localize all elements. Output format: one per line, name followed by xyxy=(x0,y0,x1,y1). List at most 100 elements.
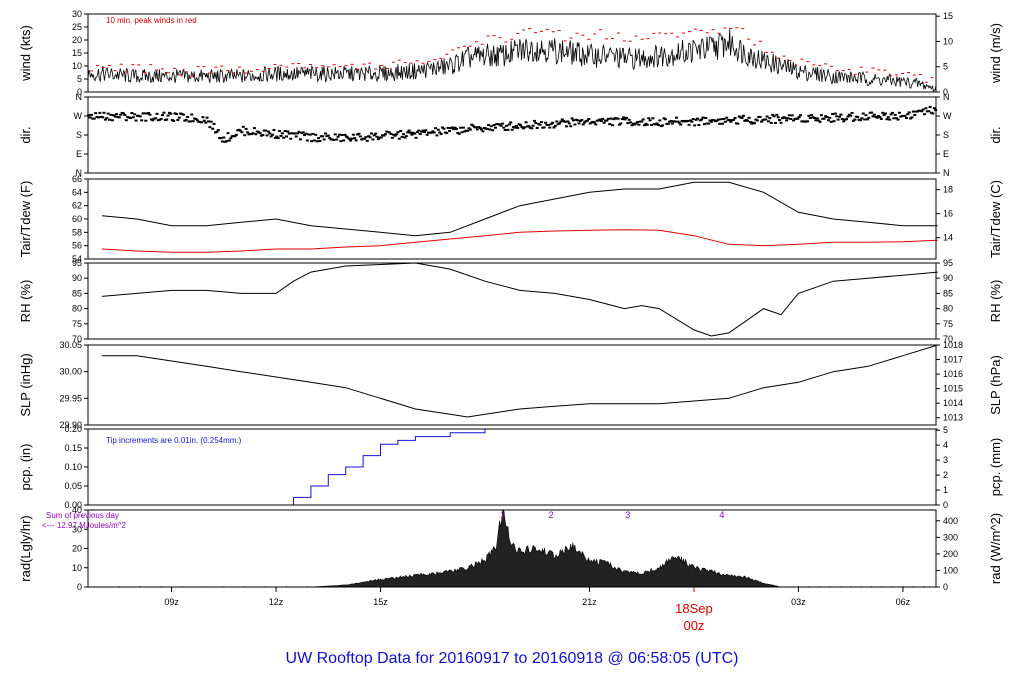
direction-mark xyxy=(303,134,307,137)
ytick-label-right: 90 xyxy=(943,273,953,283)
direction-mark xyxy=(893,113,897,116)
direction-mark xyxy=(351,133,355,136)
direction-mark xyxy=(415,131,419,134)
wind-annotation: 10 min. peak winds in red xyxy=(106,16,197,25)
ytick-label-left: 25 xyxy=(72,22,82,32)
ytick-label-right: 400 xyxy=(943,516,958,526)
ytick-label-left: 5 xyxy=(77,74,82,84)
direction-mark xyxy=(271,133,275,136)
wind-mean-series xyxy=(87,28,937,92)
xtick-label-12z: 12z xyxy=(269,597,284,607)
direction-mark xyxy=(467,127,471,130)
direction-mark xyxy=(322,138,326,141)
direction-mark xyxy=(828,116,832,119)
direction-mark xyxy=(166,114,170,117)
ytick-label-left: 10 xyxy=(72,563,82,573)
ytick-label-right: 1016 xyxy=(943,369,963,379)
ytick-label-left: 20 xyxy=(72,35,82,45)
direction-mark xyxy=(704,117,708,120)
direction-mark xyxy=(272,129,276,132)
direction-mark xyxy=(461,126,465,129)
direction-mark xyxy=(382,134,386,137)
direction-mark xyxy=(740,116,744,119)
ytick-label-right: 80 xyxy=(943,304,953,314)
ytick-label-left: 85 xyxy=(72,288,82,298)
direction-mark xyxy=(161,114,165,117)
direction-mark xyxy=(215,130,219,133)
direction-mark xyxy=(282,136,286,139)
direction-mark xyxy=(424,129,428,132)
direction-mark xyxy=(119,113,123,116)
ytick-label-right: 14 xyxy=(943,233,953,243)
direction-mark xyxy=(516,126,520,129)
direction-mark xyxy=(797,115,801,118)
direction-mark xyxy=(154,117,158,120)
direction-mark xyxy=(560,118,564,121)
precip-annotation: Tip increments are 0.01in. (0.254mm.) xyxy=(106,436,242,445)
ytick-label-left: 0 xyxy=(77,87,82,97)
ytick-label-left: 0 xyxy=(77,582,82,592)
radiation-marker-3: 3 xyxy=(625,510,630,520)
direction-mark xyxy=(768,117,772,120)
direction-mark xyxy=(491,129,495,132)
direction-mark xyxy=(910,116,914,119)
direction-mark xyxy=(655,122,659,125)
direction-mark xyxy=(509,121,513,124)
direction-mark xyxy=(709,120,713,123)
direction-mark xyxy=(264,129,268,132)
direction-mark xyxy=(583,121,587,124)
direction-mark xyxy=(670,122,674,125)
direction-mark xyxy=(833,112,837,115)
direction-mark xyxy=(826,119,830,122)
direction-mark xyxy=(897,111,901,114)
direction-mark xyxy=(641,118,645,121)
direction-mark xyxy=(851,119,855,122)
direction-mark xyxy=(578,119,582,122)
direction-mark xyxy=(648,119,652,122)
direction-mark xyxy=(191,120,195,123)
ytick-label-left: 66 xyxy=(72,174,82,184)
direction-mark xyxy=(532,119,536,122)
direction-mark xyxy=(335,138,339,141)
direction-mark xyxy=(539,121,543,124)
direction-mark xyxy=(872,113,876,116)
direction-mark xyxy=(374,132,378,135)
direction-mark xyxy=(785,119,789,122)
direction-mark xyxy=(445,132,449,135)
direction-mark xyxy=(647,117,651,120)
ytick-label-left: 80 xyxy=(72,304,82,314)
ylabel-right-5: SLP (hPa) xyxy=(988,355,1003,415)
direction-mark xyxy=(349,139,353,142)
direction-mark xyxy=(283,130,287,133)
direction-mark xyxy=(619,122,623,125)
direction-mark xyxy=(633,123,637,126)
direction-mark xyxy=(906,113,910,116)
direction-mark xyxy=(105,117,109,120)
ytick-label-right: 16 xyxy=(943,209,953,219)
ytick-label-right: 0 xyxy=(943,582,948,592)
direction-mark xyxy=(485,127,489,130)
ytick-label-right: S xyxy=(943,130,949,140)
direction-mark xyxy=(861,112,865,115)
direction-mark xyxy=(406,131,410,134)
direction-mark xyxy=(535,126,539,129)
direction-mark xyxy=(620,117,624,120)
direction-mark xyxy=(202,119,206,122)
panel-frame-5 xyxy=(87,344,937,426)
direction-mark xyxy=(421,129,425,132)
direction-mark xyxy=(839,113,843,116)
direction-mark xyxy=(831,112,835,115)
ytick-label-right: 1017 xyxy=(943,355,963,365)
direction-mark xyxy=(840,118,844,121)
direction-mark xyxy=(748,121,752,124)
direction-mark xyxy=(524,121,528,124)
direction-mark xyxy=(552,126,556,129)
direction-mark xyxy=(432,131,436,134)
direction-mark xyxy=(716,118,720,121)
direction-mark xyxy=(486,124,490,127)
direction-mark xyxy=(376,138,380,141)
direction-mark xyxy=(337,133,341,136)
ytick-label-left: 30.05 xyxy=(59,340,82,350)
ylabel-left-7: rad(Lgly/hr) xyxy=(18,515,33,581)
direction-mark xyxy=(612,118,616,121)
